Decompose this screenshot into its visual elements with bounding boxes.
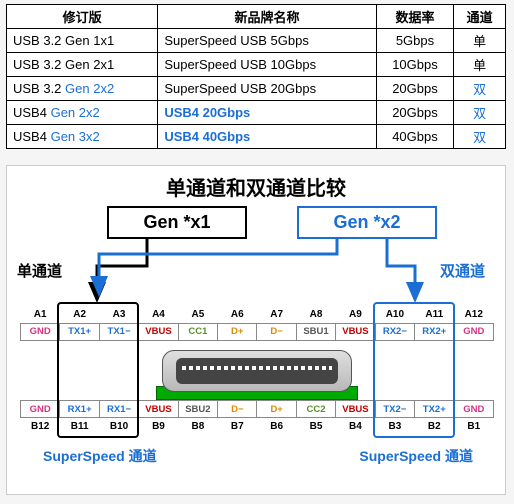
cell-datarate: 5Gbps <box>376 29 454 53</box>
pin-cell: RX2− <box>375 323 414 340</box>
pin-cell: VBUS <box>336 323 375 340</box>
pin-cell: VBUS <box>139 401 178 418</box>
table-header-row: 修订版 新品牌名称 数据率 通道 <box>7 5 506 29</box>
gen-x1-box: Gen *x1 <box>107 206 247 239</box>
pin-row-a: A1A2A3A4A5A6A7A8A9A10A11A12 GNDTX1+TX1−V… <box>20 306 494 341</box>
pin-label: B10 <box>99 418 138 435</box>
col-header-brandname: 新品牌名称 <box>158 5 376 29</box>
pin-cell: D+ <box>218 323 257 340</box>
connector-contacts <box>182 366 332 370</box>
pin-cell: TX2+ <box>415 401 454 418</box>
dual-lane-label: 双通道 <box>440 260 485 281</box>
pin-label: A12 <box>454 306 494 323</box>
pin-cell: TX1− <box>99 323 138 340</box>
pin-label: A8 <box>296 306 335 323</box>
pin-cell: VBUS <box>139 323 178 340</box>
pin-cell: RX2+ <box>415 323 454 340</box>
cell-revision: USB 3.2 Gen 2x1 <box>7 53 158 77</box>
pin-label: A10 <box>375 306 414 323</box>
cell-revision: USB4 Gen 3x2 <box>7 125 158 149</box>
cell-lanes: 双 <box>454 101 506 125</box>
pin-label: A2 <box>60 306 99 323</box>
pin-label: A6 <box>218 306 257 323</box>
pin-cell: SBU1 <box>296 323 335 340</box>
cell-revision: USB 3.2 Gen 2x2 <box>7 77 158 101</box>
cell-revision: USB4 Gen 2x2 <box>7 101 158 125</box>
connector-tongue <box>176 358 338 384</box>
pin-cell: RX1+ <box>60 401 99 418</box>
cell-datarate: 10Gbps <box>376 53 454 77</box>
table-row: USB 3.2 Gen 1x1SuperSpeed USB 5Gbps5Gbps… <box>7 29 506 53</box>
pin-label: B2 <box>415 418 454 435</box>
pin-label: B5 <box>296 418 335 435</box>
pin-cell: CC1 <box>178 323 217 340</box>
pin-label: A4 <box>139 306 178 323</box>
cell-brandname: SuperSpeed USB 5Gbps <box>158 29 376 53</box>
pin-label: A3 <box>99 306 138 323</box>
lane-comparison-diagram: 单通道和双通道比较 Gen *x1 Gen *x2 单通道 双通道 A1A2A3… <box>6 165 506 495</box>
cell-lanes: 双 <box>454 125 506 149</box>
cell-datarate: 20Gbps <box>376 77 454 101</box>
cell-brandname: SuperSpeed USB 20Gbps <box>158 77 376 101</box>
diagram-title: 单通道和双通道比较 <box>7 172 505 201</box>
single-lane-label: 单通道 <box>17 260 62 281</box>
table-row: USB4 Gen 3x2USB4 40Gbps40Gbps双 <box>7 125 506 149</box>
pin-label: B3 <box>375 418 414 435</box>
pin-label: B7 <box>218 418 257 435</box>
pin-label: B8 <box>178 418 217 435</box>
pin-cell: D+ <box>257 401 296 418</box>
gen-x2-box: Gen *x2 <box>297 206 437 239</box>
pin-cell: RX1− <box>99 401 138 418</box>
pin-label: B12 <box>21 418 60 435</box>
cell-lanes: 单 <box>454 53 506 77</box>
pin-label: A11 <box>415 306 454 323</box>
pin-label: B4 <box>336 418 375 435</box>
pin-label: B9 <box>139 418 178 435</box>
cell-datarate: 40Gbps <box>376 125 454 149</box>
cell-revision: USB 3.2 Gen 1x1 <box>7 29 158 53</box>
usb-c-connector-graphic <box>162 350 352 394</box>
pin-cell: TX1+ <box>60 323 99 340</box>
cell-datarate: 20Gbps <box>376 101 454 125</box>
pin-label: A1 <box>21 306 60 323</box>
pin-cell: D− <box>257 323 296 340</box>
cell-lanes: 双 <box>454 77 506 101</box>
pin-label: A5 <box>178 306 217 323</box>
pin-cell: D− <box>218 401 257 418</box>
cell-lanes: 单 <box>454 29 506 53</box>
usb-spec-table: 修订版 新品牌名称 数据率 通道 USB 3.2 Gen 1x1SuperSpe… <box>6 4 506 149</box>
pin-cell: VBUS <box>336 401 375 418</box>
pin-cell: TX2− <box>375 401 414 418</box>
pin-label: A9 <box>336 306 375 323</box>
pin-label: B11 <box>60 418 99 435</box>
pin-label: B6 <box>257 418 296 435</box>
pin-cell: GND <box>454 401 494 418</box>
pin-cell: CC2 <box>296 401 335 418</box>
superspeed-label-left: SuperSpeed 通道 <box>43 446 157 466</box>
pin-row-b: GNDRX1+RX1−VBUSSBU2D−D+CC2VBUSTX2−TX2+GN… <box>20 400 494 435</box>
col-header-revision: 修订版 <box>7 5 158 29</box>
cell-brandname: SuperSpeed USB 10Gbps <box>158 53 376 77</box>
pin-label: B1 <box>454 418 494 435</box>
cell-brandname: USB4 20Gbps <box>158 101 376 125</box>
pin-label: A7 <box>257 306 296 323</box>
pin-cell: GND <box>21 401 60 418</box>
pin-cell: GND <box>454 323 494 340</box>
cell-brandname: USB4 40Gbps <box>158 125 376 149</box>
superspeed-label-right: SuperSpeed 通道 <box>359 446 473 466</box>
table-row: USB 3.2 Gen 2x1SuperSpeed USB 10Gbps10Gb… <box>7 53 506 77</box>
pin-cell: SBU2 <box>178 401 217 418</box>
table-row: USB4 Gen 2x2USB4 20Gbps20Gbps双 <box>7 101 506 125</box>
col-header-lanes: 通道 <box>454 5 506 29</box>
pin-cell: GND <box>21 323 60 340</box>
col-header-datarate: 数据率 <box>376 5 454 29</box>
table-row: USB 3.2 Gen 2x2SuperSpeed USB 20Gbps20Gb… <box>7 77 506 101</box>
